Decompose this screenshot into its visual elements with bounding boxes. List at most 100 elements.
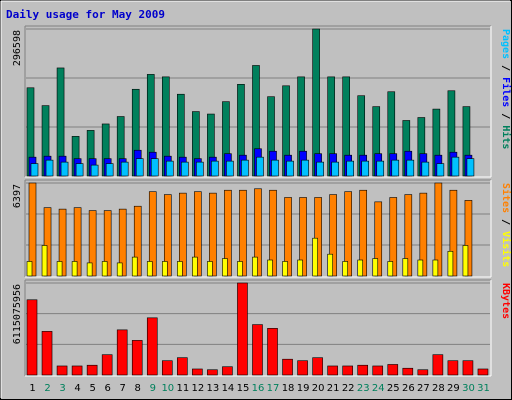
day-label-18: 18 — [282, 383, 295, 394]
series-sites — [26, 237, 469, 277]
bar-sites-12 — [192, 256, 198, 277]
bar-visits-19 — [299, 197, 307, 277]
bar-pages-14 — [226, 160, 234, 177]
day-label-23: 23 — [357, 383, 370, 394]
bar-sites-23 — [357, 259, 364, 277]
bar-pages-11 — [181, 161, 189, 177]
bar-sites-13 — [207, 261, 213, 277]
bar-pages-18 — [286, 160, 294, 177]
day-label-8: 8 — [135, 383, 141, 394]
bar-pages-24 — [376, 160, 385, 177]
bar-visits-22 — [344, 191, 352, 277]
bar-visits-24 — [374, 201, 383, 277]
bar-sites-11 — [177, 261, 183, 277]
bar-sites-7 — [116, 262, 123, 277]
bar-kbytes-7 — [116, 329, 128, 376]
ymax-label-sites: 6397 — [12, 184, 23, 208]
bar-pages-29 — [451, 156, 460, 177]
bar-kbytes-15 — [237, 282, 248, 376]
bar-visits-3 — [58, 208, 67, 277]
bar-kbytes-19 — [297, 360, 308, 376]
bar-kbytes-3 — [56, 365, 68, 376]
bar-pages-21 — [331, 161, 339, 177]
day-label-1: 1 — [29, 383, 35, 394]
bar-kbytes-29 — [447, 360, 459, 376]
bar-sites-10 — [161, 261, 168, 277]
bar-visits-25 — [389, 197, 398, 277]
chart-title: Daily usage for May 2009 — [6, 8, 165, 21]
day-label-17: 17 — [267, 383, 280, 394]
series-visits — [28, 182, 473, 277]
bar-kbytes-31 — [477, 368, 489, 376]
bar-kbytes-30 — [462, 360, 474, 376]
day-label-21: 21 — [327, 383, 340, 394]
day-label-29: 29 — [447, 383, 460, 394]
bar-visits-11 — [179, 192, 187, 277]
bar-sites-27 — [417, 259, 424, 277]
bar-sites-17 — [267, 259, 273, 277]
bar-visits-4 — [73, 207, 82, 277]
bar-sites-9 — [146, 261, 153, 277]
bar-visits-23 — [359, 189, 368, 277]
bar-sites-30 — [462, 245, 469, 277]
bar-visits-8 — [133, 205, 142, 277]
bar-sites-19 — [297, 259, 303, 277]
day-label-28: 28 — [432, 383, 445, 394]
bar-kbytes-1 — [26, 299, 38, 376]
bar-visits-14 — [224, 189, 232, 277]
bar-kbytes-21 — [327, 365, 338, 376]
bar-pages-26 — [406, 159, 415, 177]
bar-kbytes-24 — [372, 365, 384, 376]
bar-sites-18 — [282, 261, 288, 277]
bar-visits-1 — [28, 182, 37, 277]
day-label-30: 30 — [462, 383, 475, 394]
bar-kbytes-11 — [177, 357, 188, 376]
bar-pages-5 — [90, 164, 99, 177]
bar-kbytes-22 — [342, 365, 353, 376]
bar-pages-4 — [75, 163, 84, 177]
bar-pages-28 — [436, 163, 445, 177]
bar-kbytes-16 — [252, 324, 263, 376]
bar-kbytes-23 — [357, 364, 369, 376]
bar-kbytes-25 — [387, 364, 399, 376]
day-label-5: 5 — [89, 383, 95, 394]
day-label-10: 10 — [161, 383, 174, 394]
day-label-31: 31 — [477, 383, 490, 394]
bar-sites-14 — [222, 258, 228, 277]
bar-visits-28 — [434, 182, 443, 277]
bar-visits-10 — [163, 194, 172, 277]
bar-kbytes-20 — [312, 357, 323, 376]
day-label-26: 26 — [402, 383, 415, 394]
bar-kbytes-2 — [41, 331, 53, 376]
bar-visits-16 — [254, 188, 262, 277]
bar-visits-9 — [148, 191, 157, 277]
day-label-25: 25 — [387, 383, 400, 394]
ymax-label-kbytes: 6115075956 — [12, 284, 23, 344]
side-label-part: Pages — [500, 29, 511, 59]
bar-kbytes-17 — [267, 328, 278, 376]
bar-visits-12 — [194, 191, 202, 277]
day-label-7: 7 — [120, 383, 126, 394]
bar-pages-16 — [256, 156, 264, 177]
bar-visits-13 — [209, 192, 217, 277]
bar-pages-2 — [45, 159, 54, 177]
side-label-part: / — [500, 213, 511, 231]
bar-pages-9 — [150, 158, 159, 177]
bar-pages-12 — [196, 161, 204, 177]
bar-sites-1 — [26, 261, 33, 277]
day-label-20: 20 — [312, 383, 325, 394]
series-kbytes — [26, 282, 489, 376]
bar-kbytes-13 — [207, 369, 218, 376]
day-label-24: 24 — [372, 383, 385, 394]
bar-visits-17 — [269, 189, 277, 277]
side-label-part: KBytes — [500, 283, 511, 319]
bar-visits-29 — [449, 189, 458, 277]
bar-visits-26 — [404, 194, 413, 277]
bar-pages-13 — [211, 160, 219, 177]
bar-sites-20 — [312, 237, 318, 277]
side-label-kbytes: KBytes — [500, 283, 511, 319]
day-label-2: 2 — [44, 383, 50, 394]
bar-kbytes-8 — [131, 340, 143, 376]
bar-pages-30 — [466, 158, 475, 177]
